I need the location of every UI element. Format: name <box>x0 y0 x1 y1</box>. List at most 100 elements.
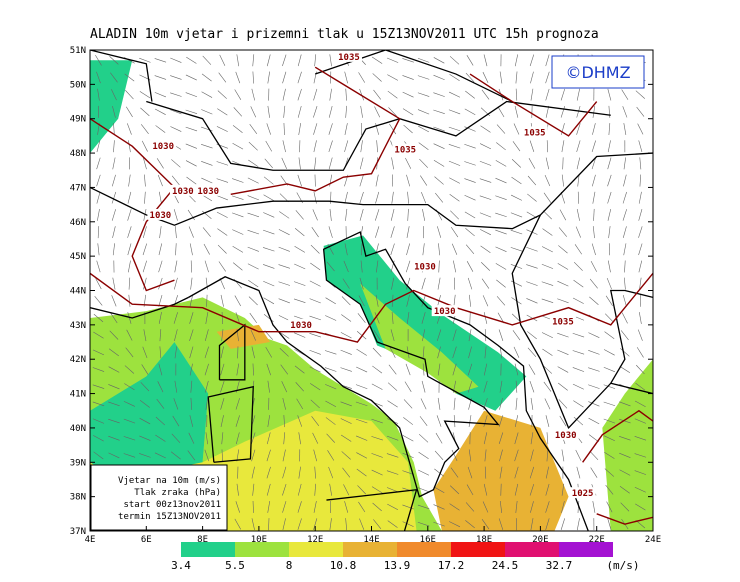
wind-arrow <box>235 415 240 427</box>
wind-arrow <box>170 109 182 115</box>
wind-arrow <box>606 277 612 290</box>
wind-arrow <box>588 401 600 407</box>
wind-arrow <box>266 449 271 462</box>
wind-arrow <box>356 452 368 459</box>
wind-arrow <box>603 366 616 373</box>
isobar-label: 1035 <box>338 53 360 63</box>
wind-arrow <box>249 312 257 324</box>
wind-arrow <box>435 192 444 203</box>
wind-arrow <box>155 125 166 133</box>
wind-arrow <box>327 243 334 255</box>
wind-arrow <box>294 365 305 374</box>
wind-arrow <box>360 140 363 153</box>
wind-arrow <box>343 484 350 496</box>
wind-arrow <box>604 313 614 323</box>
wind-arrow <box>546 432 549 445</box>
wind-arrow <box>372 347 382 357</box>
wind-arrow <box>391 311 394 324</box>
wind-arrow <box>266 363 271 376</box>
wind-arrow <box>420 398 427 410</box>
wind-arrow <box>480 229 491 236</box>
wind-arrow <box>278 298 290 304</box>
wind-arrow <box>607 88 612 101</box>
map-title: ALADIN 10m vjetar i prizemni tlak u 15Z1… <box>90 27 599 42</box>
wind-arrow <box>514 415 519 427</box>
wind-arrow <box>251 88 256 101</box>
wind-arrow <box>313 449 318 462</box>
wind-arrow <box>340 349 352 355</box>
wind-arrow <box>418 125 430 133</box>
wind-arrow <box>543 192 552 203</box>
wind-arrow <box>144 191 146 204</box>
wind-arrow <box>327 450 335 461</box>
wind-arrow <box>123 418 136 424</box>
wind-arrow <box>542 228 553 236</box>
wind-arrow <box>263 280 275 287</box>
wind-arrow <box>417 92 430 97</box>
wind-arrow <box>574 244 582 255</box>
wind-arrow <box>451 449 458 461</box>
coastline <box>207 385 254 463</box>
wind-arrow <box>576 140 581 153</box>
wind-arrow <box>620 330 629 341</box>
isobar-label-bg <box>392 143 419 155</box>
wind-arrow <box>622 294 627 307</box>
wind-arrow <box>139 435 151 441</box>
wind-arrow <box>603 384 616 389</box>
wind-arrow <box>495 160 507 167</box>
wind-arrow <box>371 56 383 64</box>
wind-arrow <box>221 449 223 462</box>
wind-arrow <box>221 329 224 342</box>
wind-arrow <box>434 450 444 461</box>
wind-arrow <box>341 451 351 460</box>
wind-arrow <box>480 125 491 133</box>
wind-arrow <box>607 174 612 187</box>
wind-arrow <box>279 193 289 203</box>
wind-arrow <box>282 397 286 410</box>
wind-arrow <box>282 518 286 531</box>
wind-arrow <box>252 71 254 84</box>
wind-arrow <box>189 329 194 341</box>
wind-arrow <box>514 432 519 445</box>
wind-arrow <box>204 346 209 359</box>
wind-arrow <box>449 521 461 528</box>
wind-arrow <box>108 435 120 441</box>
legend-swatch <box>559 542 613 557</box>
wind-arrow <box>634 487 646 493</box>
wind-arrow <box>467 466 473 479</box>
wind-arrow <box>92 384 105 389</box>
wind-arrow <box>231 195 244 200</box>
wind-arrow <box>189 363 193 376</box>
wind-arrow <box>158 191 162 204</box>
wind-arrow <box>359 157 364 170</box>
wind-arrow <box>542 210 552 220</box>
wind-arrow <box>620 348 630 357</box>
coastline <box>511 214 653 430</box>
wind-arrow <box>545 466 549 479</box>
wind-arrow <box>404 381 412 392</box>
wind-arrow <box>483 312 488 324</box>
wind-arrow <box>607 140 611 153</box>
wind-arrow <box>328 105 333 118</box>
wind-arrow <box>591 157 597 170</box>
wind-arrow <box>514 449 519 462</box>
wind-arrow <box>201 73 212 82</box>
isobar <box>90 272 653 343</box>
lon-label: 4E <box>85 535 96 545</box>
wind-arrow <box>417 57 430 63</box>
wind-arrow <box>143 329 147 342</box>
wind-arrow <box>359 277 364 290</box>
wind-arrow <box>108 452 120 459</box>
wind-arrow <box>217 90 227 99</box>
wind-arrow <box>390 243 395 256</box>
wind-arrow <box>465 72 475 83</box>
wind-arrow <box>297 518 302 530</box>
wind-arrow <box>499 346 503 359</box>
isobar-label-bg <box>169 184 196 196</box>
wind-arrow <box>128 294 131 307</box>
wind-arrow <box>577 174 580 187</box>
lon-label: 8E <box>197 535 208 545</box>
wind-arrow <box>418 433 429 443</box>
wind-arrow <box>541 332 553 339</box>
wind-arrow <box>466 261 474 272</box>
